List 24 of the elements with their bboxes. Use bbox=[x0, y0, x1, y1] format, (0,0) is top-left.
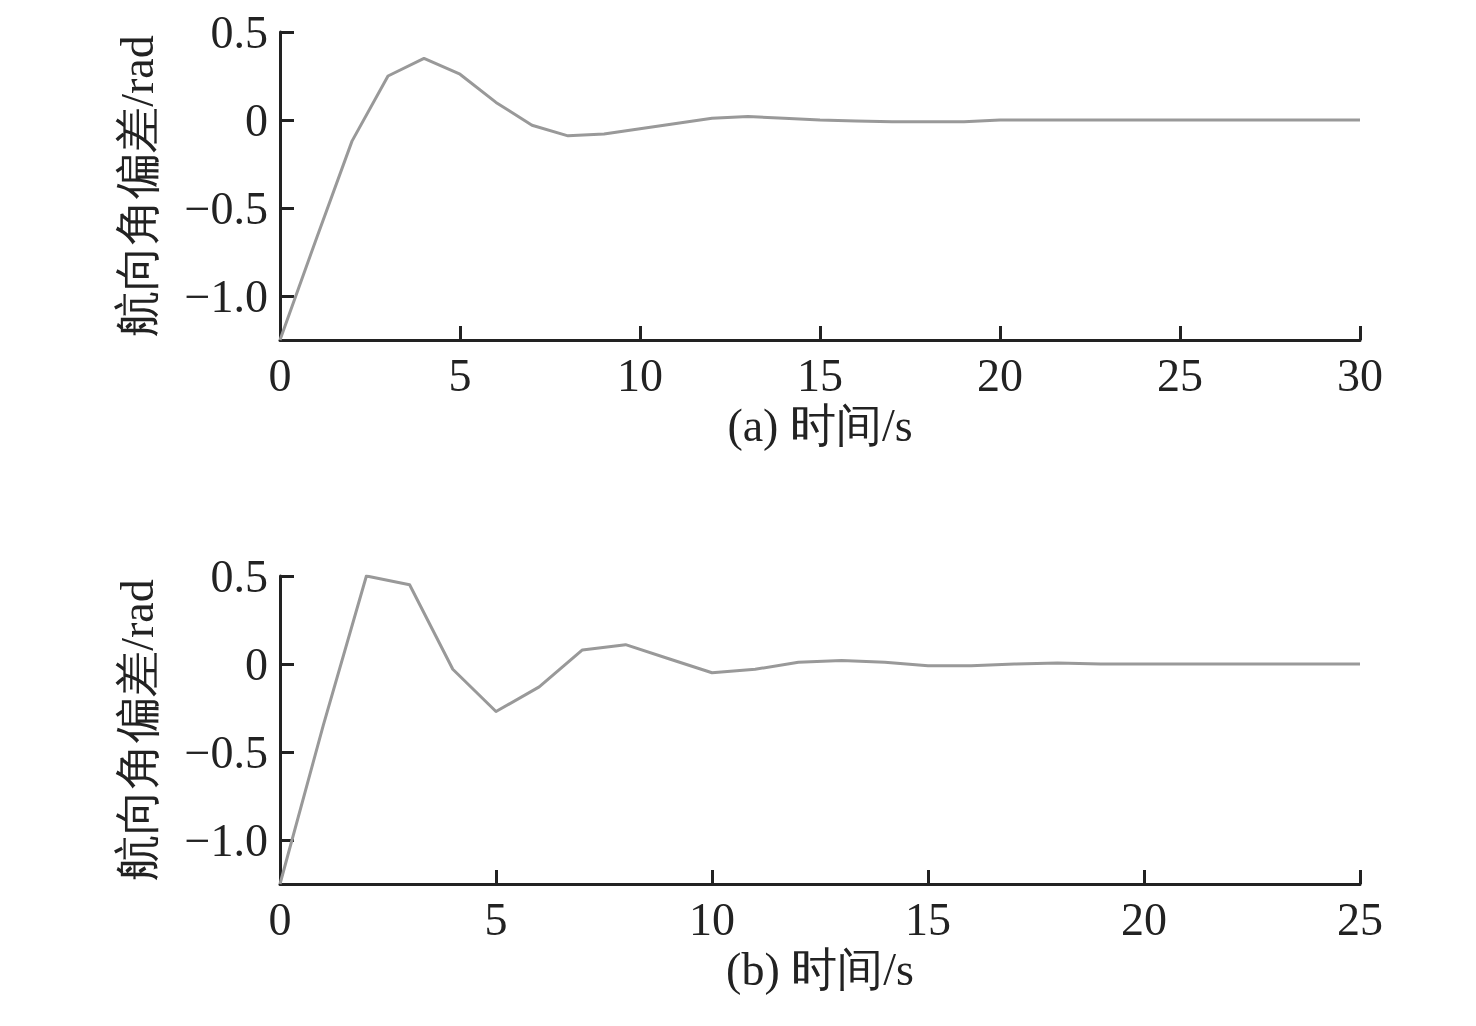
x-tick-label: 5 bbox=[484, 893, 508, 945]
x-tick-label: 5 bbox=[448, 349, 472, 401]
y-tick-label: −0.5 bbox=[184, 182, 268, 234]
line-series bbox=[278, 574, 1362, 886]
y-tick-label: −0.5 bbox=[184, 726, 268, 778]
x-tick-label: 20 bbox=[1121, 893, 1167, 945]
x-tick-label: 10 bbox=[617, 349, 663, 401]
x-tick-label: 25 bbox=[1157, 349, 1203, 401]
y-tick-label: 0.5 bbox=[210, 6, 268, 58]
y-tick-label: −1.0 bbox=[184, 270, 268, 322]
x-axis-title: (a) 时间/s bbox=[727, 400, 913, 452]
y-tick-label: −1.0 bbox=[184, 814, 268, 866]
x-tick-label: 15 bbox=[797, 349, 843, 401]
y-axis-title: 航向角偏差/rad bbox=[111, 579, 163, 881]
x-tick-label: 15 bbox=[905, 893, 951, 945]
y-tick-label: 0.5 bbox=[210, 550, 268, 602]
y-axis-title: 航向角偏差/rad bbox=[111, 35, 163, 337]
y-tick-label: 0 bbox=[245, 94, 268, 146]
y-tick-label: 0 bbox=[245, 638, 268, 690]
x-tick-label: 25 bbox=[1337, 893, 1383, 945]
x-tick-label: 10 bbox=[689, 893, 735, 945]
x-tick-label: 30 bbox=[1337, 349, 1383, 401]
x-axis-title: (b) 时间/s bbox=[726, 944, 914, 996]
x-tick-label: 20 bbox=[977, 349, 1023, 401]
